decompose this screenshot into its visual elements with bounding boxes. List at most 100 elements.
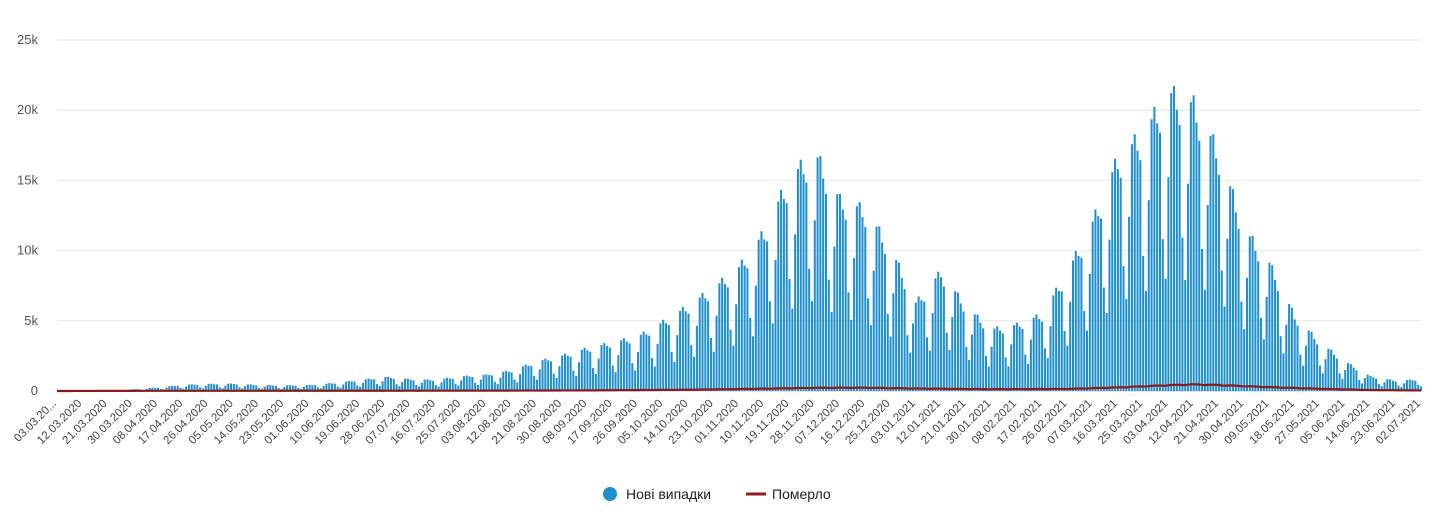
bar-new-cases[interactable] [238, 387, 241, 391]
bar-new-cases[interactable] [201, 388, 204, 391]
bar-new-cases[interactable] [774, 259, 777, 391]
bar-new-cases[interactable] [406, 378, 409, 391]
bar-new-cases[interactable] [1063, 330, 1066, 391]
bar-new-cases[interactable] [1024, 354, 1027, 391]
bar-new-cases[interactable] [864, 226, 867, 391]
bar-new-cases[interactable] [1201, 248, 1204, 391]
bar-new-cases[interactable] [631, 363, 634, 391]
bar-new-cases[interactable] [648, 335, 651, 391]
bar-new-cases[interactable] [1088, 273, 1091, 391]
bar-new-cases[interactable] [808, 268, 811, 391]
bar-new-cases[interactable] [457, 385, 460, 391]
bar-new-cases[interactable] [993, 328, 996, 391]
bar-new-cases[interactable] [914, 302, 917, 391]
bar-new-cases[interactable] [185, 386, 188, 391]
bar-new-cases[interactable] [583, 347, 586, 391]
bar-new-cases[interactable] [1189, 102, 1192, 392]
bar-new-cases[interactable] [1094, 209, 1097, 391]
bar-new-cases[interactable] [342, 384, 345, 391]
bar-new-cases[interactable] [956, 292, 959, 391]
bar-new-cases[interactable] [505, 370, 508, 391]
bar-new-cases[interactable] [491, 375, 494, 391]
bar-new-cases[interactable] [1380, 386, 1383, 391]
bar-new-cases[interactable] [530, 366, 533, 391]
bar-new-cases[interactable] [1139, 160, 1142, 391]
bar-new-cases[interactable] [1125, 299, 1128, 391]
bar-new-cases[interactable] [740, 259, 743, 391]
bar-new-cases[interactable] [154, 387, 157, 391]
bar-new-cases[interactable] [1400, 386, 1403, 391]
bar-new-cases[interactable] [813, 220, 816, 391]
bar-new-cases[interactable] [409, 379, 412, 391]
bar-new-cases[interactable] [763, 239, 766, 391]
bar-new-cases[interactable] [482, 374, 485, 391]
bar-new-cases[interactable] [1293, 319, 1296, 391]
bar-new-cases[interactable] [589, 351, 592, 391]
bar-new-cases[interactable] [510, 372, 513, 391]
bar-new-cases[interactable] [1234, 212, 1237, 391]
bar-new-cases[interactable] [819, 156, 822, 391]
bar-new-cases[interactable] [524, 364, 527, 391]
bar-new-cases[interactable] [244, 386, 247, 391]
bar-new-cases[interactable] [544, 358, 547, 391]
bar-new-cases[interactable] [883, 253, 886, 391]
bar-new-cases[interactable] [794, 234, 797, 391]
bar-new-cases[interactable] [572, 370, 575, 391]
deaths-line[interactable] [56, 383, 1422, 393]
bar-new-cases[interactable] [586, 350, 589, 391]
bar-new-cases[interactable] [176, 385, 179, 391]
bar-new-cases[interactable] [620, 340, 623, 391]
bar-new-cases[interactable] [474, 382, 477, 391]
bar-new-cases[interactable] [229, 383, 233, 391]
bar-new-cases[interactable] [970, 334, 973, 391]
bar-new-cases[interactable] [1276, 290, 1279, 391]
bar-new-cases[interactable] [701, 292, 704, 391]
bar-new-cases[interactable] [286, 385, 289, 391]
bar-new-cases[interactable] [538, 369, 541, 391]
bar-new-cases[interactable] [401, 382, 404, 391]
bar-new-cases[interactable] [1254, 250, 1257, 391]
bar-new-cases[interactable] [799, 159, 802, 391]
bar-new-cases[interactable] [580, 349, 583, 391]
bar-new-cases[interactable] [1389, 379, 1392, 391]
bar-new-cases[interactable] [476, 385, 479, 391]
bar-new-cases[interactable] [1243, 329, 1246, 391]
bar-new-cases[interactable] [235, 384, 238, 391]
bar-new-cases[interactable] [460, 380, 463, 391]
bar-new-cases[interactable] [1366, 374, 1369, 391]
bar-new-cases[interactable] [373, 379, 376, 391]
bar-new-cases[interactable] [353, 381, 356, 391]
bar-new-cases[interactable] [423, 379, 426, 391]
bar-new-cases[interactable] [322, 385, 325, 391]
bar-new-cases[interactable] [1069, 301, 1072, 391]
bar-new-cases[interactable] [173, 385, 176, 391]
bar-new-cases[interactable] [569, 356, 572, 391]
bar-new-cases[interactable] [1394, 381, 1397, 391]
bar-new-cases[interactable] [1192, 95, 1195, 391]
bar-new-cases[interactable] [291, 385, 294, 391]
bar-new-cases[interactable] [785, 203, 788, 391]
bar-new-cases[interactable] [889, 336, 892, 391]
bar-new-cases[interactable] [757, 239, 760, 391]
bar-new-cases[interactable] [204, 386, 207, 391]
bar-new-cases[interactable] [656, 343, 659, 391]
bar-new-cases[interactable] [165, 387, 168, 391]
bar-new-cases[interactable] [853, 258, 856, 391]
bar-new-cases[interactable] [695, 325, 698, 391]
bar-new-cases[interactable] [822, 178, 825, 391]
bar-new-cases[interactable] [1274, 280, 1277, 391]
bar-new-cases[interactable] [892, 293, 895, 391]
bar-new-cases[interactable] [1341, 378, 1344, 391]
bar-new-cases[interactable] [1321, 373, 1324, 391]
bar-new-cases[interactable] [895, 260, 898, 391]
bar-new-cases[interactable] [395, 384, 398, 391]
bar-new-cases[interactable] [336, 386, 339, 391]
bar-new-cases[interactable] [1021, 328, 1024, 391]
bar-new-cases[interactable] [1332, 354, 1336, 391]
bar-new-cases[interactable] [1268, 262, 1271, 391]
bar-new-cases[interactable] [479, 379, 482, 391]
bar-new-cases[interactable] [1035, 314, 1038, 391]
bar-new-cases[interactable] [389, 378, 392, 391]
bar-new-cases[interactable] [549, 361, 552, 391]
bar-new-cases[interactable] [1119, 177, 1122, 391]
